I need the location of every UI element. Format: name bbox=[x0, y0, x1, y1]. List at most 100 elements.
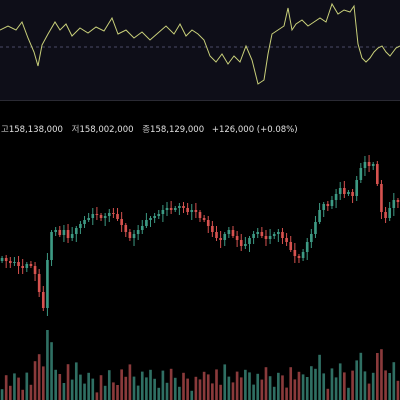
volume-bar bbox=[79, 374, 82, 400]
close-value: 158,129,000 bbox=[150, 125, 205, 135]
candle-body bbox=[388, 208, 392, 218]
price-pane[interactable] bbox=[0, 140, 400, 400]
volume-bar bbox=[107, 370, 111, 400]
volume-bar bbox=[50, 342, 53, 400]
volume-bar bbox=[54, 369, 57, 400]
volume-bar bbox=[396, 380, 400, 400]
oscillator-pane[interactable] bbox=[0, 0, 400, 100]
volume-bar bbox=[58, 374, 62, 400]
volume-bar bbox=[231, 382, 235, 400]
candle-body bbox=[198, 212, 202, 218]
volume-bar bbox=[91, 378, 95, 400]
volume-bar bbox=[211, 383, 214, 400]
volume-bar bbox=[145, 377, 148, 400]
volume-bar bbox=[103, 385, 107, 400]
candle-body bbox=[145, 220, 148, 226]
candle-body bbox=[289, 242, 293, 250]
candle-body bbox=[301, 252, 305, 258]
volume-bar bbox=[140, 371, 144, 400]
candle-body bbox=[41, 292, 45, 308]
volume-bar bbox=[17, 377, 20, 400]
candle-body bbox=[396, 200, 400, 202]
volume-bar bbox=[314, 368, 317, 400]
candle-body bbox=[248, 238, 251, 244]
volume-bar bbox=[355, 360, 359, 400]
candle-body bbox=[371, 164, 375, 166]
volume-bar bbox=[41, 366, 45, 400]
volume-bar bbox=[293, 379, 297, 400]
candle-body bbox=[285, 238, 288, 242]
volume-bar bbox=[66, 364, 70, 400]
candle-body bbox=[95, 214, 99, 215]
volume-bar bbox=[326, 388, 330, 400]
candle-body bbox=[380, 184, 383, 212]
volume-bar bbox=[215, 369, 218, 400]
volume-bar bbox=[367, 383, 371, 400]
volume-bar bbox=[0, 389, 4, 400]
candle-body bbox=[227, 230, 231, 234]
volume-bar bbox=[223, 364, 227, 400]
volume-bar bbox=[235, 371, 239, 400]
volume-bar bbox=[116, 385, 119, 400]
volume-bar bbox=[256, 373, 260, 400]
candle-body bbox=[74, 228, 78, 234]
candle-body bbox=[264, 236, 268, 239]
volume-bar bbox=[227, 376, 231, 400]
volume-bar bbox=[384, 370, 387, 400]
volume-bar bbox=[165, 382, 169, 400]
volume-bar bbox=[305, 377, 309, 400]
candle-body bbox=[338, 188, 342, 194]
candle-body bbox=[132, 234, 136, 238]
volume-bar bbox=[112, 382, 115, 400]
candle-body bbox=[318, 210, 321, 222]
volume-bar bbox=[359, 352, 363, 400]
candle-body bbox=[272, 234, 276, 236]
close-label: 종 bbox=[142, 125, 151, 135]
volume-bar bbox=[363, 371, 367, 400]
candle-body bbox=[281, 232, 284, 238]
candle-body bbox=[215, 232, 218, 238]
pane-divider[interactable] bbox=[0, 100, 400, 101]
volume-bar bbox=[25, 372, 29, 400]
candle-body bbox=[322, 204, 326, 210]
candlestick-chart bbox=[0, 155, 400, 400]
volume-bar bbox=[376, 353, 379, 400]
volume-bar bbox=[95, 392, 99, 400]
volume-bar bbox=[219, 384, 222, 400]
candle-body bbox=[116, 214, 119, 219]
volume-bar bbox=[351, 370, 354, 400]
volume-bar bbox=[161, 370, 165, 400]
volume-bar bbox=[194, 376, 198, 400]
volume-bar bbox=[347, 387, 350, 400]
volume-bar bbox=[186, 378, 189, 400]
candle-body bbox=[157, 214, 161, 216]
volume-bar bbox=[318, 354, 321, 400]
candle-body bbox=[33, 266, 37, 274]
volume-bar bbox=[29, 384, 33, 400]
volume-bar bbox=[149, 369, 152, 400]
volume-bar bbox=[173, 377, 177, 400]
candle-body bbox=[79, 224, 82, 228]
candle-body bbox=[297, 256, 301, 258]
candle-body bbox=[140, 226, 144, 230]
volume-bar bbox=[169, 368, 173, 400]
volume-bar bbox=[87, 372, 90, 400]
high-value: 158,138,000 bbox=[8, 125, 63, 135]
candle-body bbox=[206, 220, 210, 226]
volume-bar bbox=[322, 373, 326, 400]
candle-body bbox=[165, 208, 169, 210]
candle-body bbox=[50, 232, 53, 260]
candle-body bbox=[103, 216, 107, 218]
candle-body bbox=[194, 210, 198, 212]
candle-body bbox=[66, 230, 70, 238]
volume-bar bbox=[252, 384, 255, 400]
volume-bar bbox=[272, 386, 276, 400]
candle-body bbox=[62, 230, 66, 235]
volume-bar bbox=[285, 387, 288, 400]
candle-body bbox=[351, 192, 354, 196]
candle-body bbox=[13, 262, 16, 263]
ohlc-legend: 고158,138,000 저158,002,000 종158,129,000 +… bbox=[0, 123, 298, 137]
volume-bar bbox=[37, 354, 41, 400]
candle-body bbox=[330, 200, 334, 206]
candle-body bbox=[202, 218, 206, 220]
